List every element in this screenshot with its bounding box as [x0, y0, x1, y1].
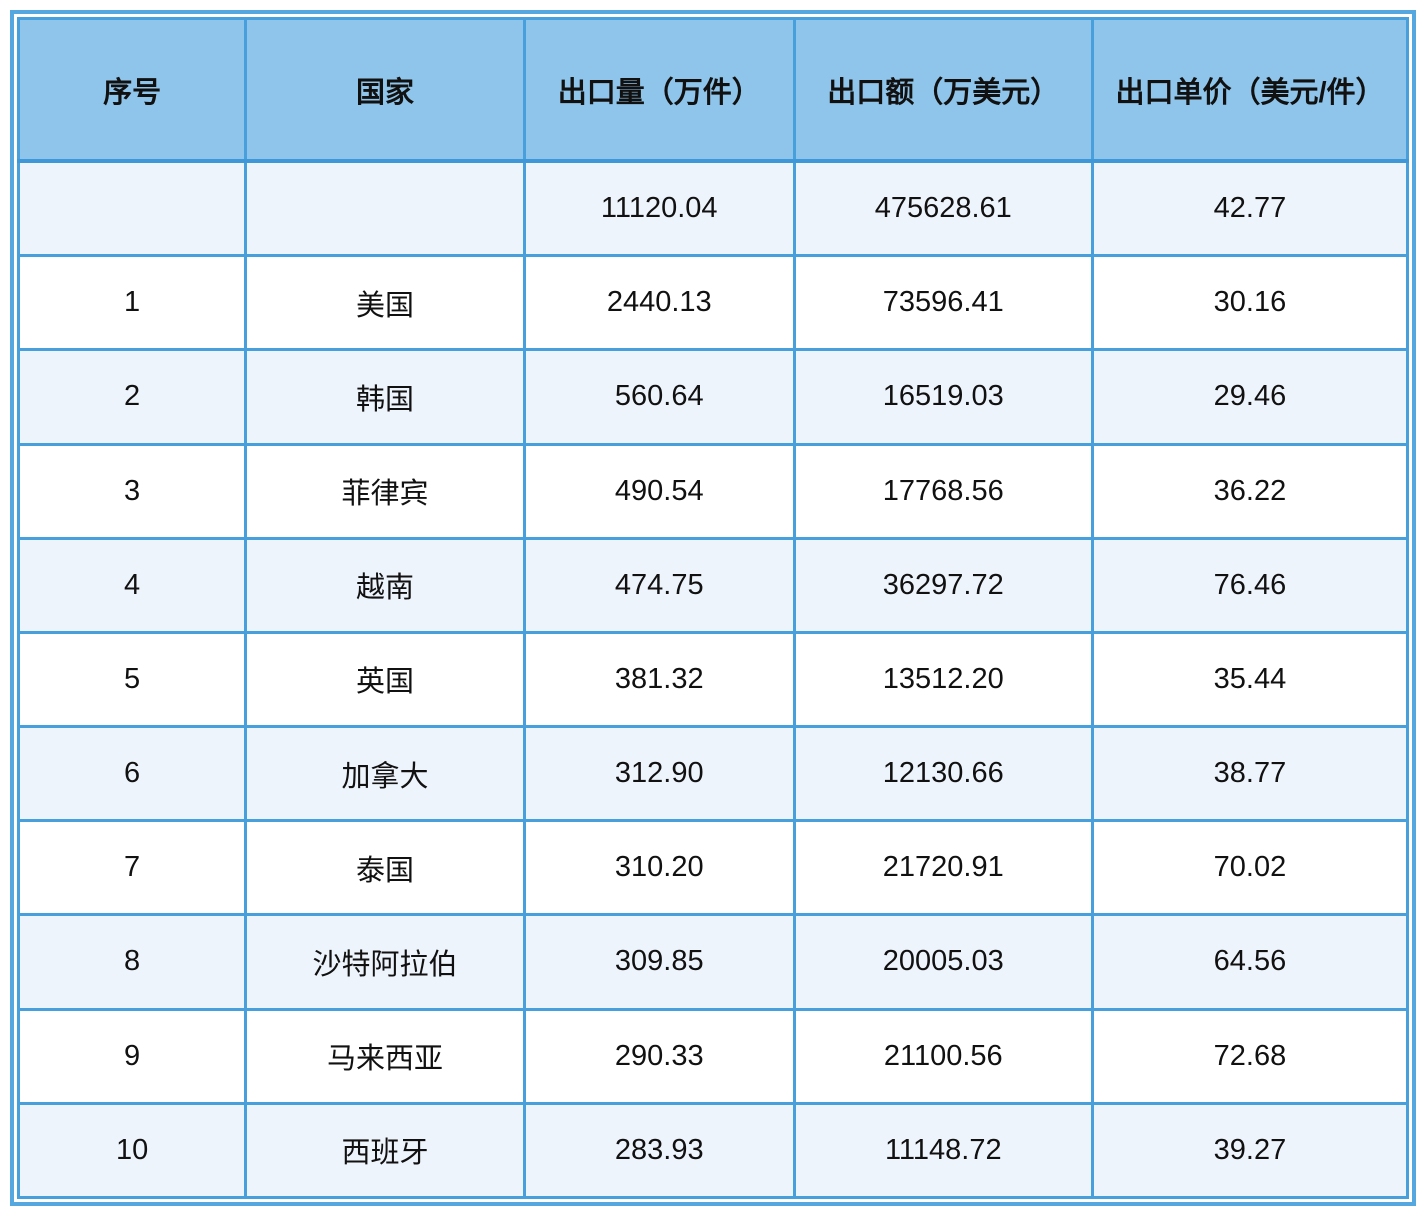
table-row: 10 西班牙 283.93 11148.72 39.27 — [16, 1101, 1410, 1200]
column-header-volume: 出口量（万件） — [522, 17, 796, 163]
table-row: 7 泰国 310.20 21720.91 70.02 — [16, 819, 1410, 917]
cell-index: 4 — [16, 536, 248, 634]
table-body: 11120.04 475628.61 42.77 1 美国 2440.13 73… — [16, 159, 1410, 1200]
cell-country: 越南 — [244, 536, 526, 634]
cell-value: 12130.66 — [792, 725, 1094, 823]
cell-index: 5 — [16, 630, 248, 729]
table-frame: 序号 国家 出口量（万件） 出口额（万美元） 出口单价（美元/件） 11120.… — [10, 10, 1416, 1206]
column-header-unit-price: 出口单价（美元/件） — [1090, 17, 1410, 163]
cell-country: 马来西亚 — [244, 1007, 526, 1105]
cell-value: 475628.61 — [792, 159, 1094, 258]
cell-value: 21720.91 — [792, 819, 1094, 917]
cell-volume: 490.54 — [522, 442, 796, 540]
cell-unit-price: 30.16 — [1090, 254, 1410, 352]
column-header-value: 出口额（万美元） — [792, 17, 1094, 163]
cell-index: 6 — [16, 725, 248, 823]
cell-volume: 310.20 — [522, 819, 796, 917]
cell-value: 20005.03 — [792, 913, 1094, 1011]
cell-country — [244, 159, 526, 258]
table-row: 6 加拿大 312.90 12130.66 38.77 — [16, 725, 1410, 823]
cell-unit-price: 70.02 — [1090, 819, 1410, 917]
table-row: 4 越南 474.75 36297.72 76.46 — [16, 536, 1410, 634]
cell-country: 英国 — [244, 630, 526, 729]
cell-country: 美国 — [244, 254, 526, 352]
header-row: 序号 国家 出口量（万件） 出口额（万美元） 出口单价（美元/件） — [16, 17, 1410, 163]
cell-value: 36297.72 — [792, 536, 1094, 634]
cell-unit-price: 42.77 — [1090, 159, 1410, 258]
cell-value: 11148.72 — [792, 1101, 1094, 1200]
cell-value: 73596.41 — [792, 254, 1094, 352]
cell-volume: 381.32 — [522, 630, 796, 729]
table-row: 1 美国 2440.13 73596.41 30.16 — [16, 254, 1410, 352]
cell-volume: 474.75 — [522, 536, 796, 634]
cell-volume: 290.33 — [522, 1007, 796, 1105]
cell-country: 菲律宾 — [244, 442, 526, 540]
table-row: 5 英国 381.32 13512.20 35.44 — [16, 630, 1410, 729]
cell-unit-price: 38.77 — [1090, 725, 1410, 823]
table-row: 3 菲律宾 490.54 17768.56 36.22 — [16, 442, 1410, 540]
cell-country: 泰国 — [244, 819, 526, 917]
cell-unit-price: 35.44 — [1090, 630, 1410, 729]
cell-index: 1 — [16, 254, 248, 352]
cell-index: 8 — [16, 913, 248, 1011]
cell-value: 13512.20 — [792, 630, 1094, 729]
column-header-index: 序号 — [16, 17, 248, 163]
cell-country: 加拿大 — [244, 725, 526, 823]
cell-unit-price: 29.46 — [1090, 348, 1410, 446]
cell-value: 21100.56 — [792, 1007, 1094, 1105]
table-row: 9 马来西亚 290.33 21100.56 72.68 — [16, 1007, 1410, 1105]
column-header-country: 国家 — [244, 17, 526, 163]
cell-unit-price: 64.56 — [1090, 913, 1410, 1011]
cell-volume: 560.64 — [522, 348, 796, 446]
cell-index: 3 — [16, 442, 248, 540]
table-row: 8 沙特阿拉伯 309.85 20005.03 64.56 — [16, 913, 1410, 1011]
cell-index — [16, 159, 248, 258]
cell-volume: 312.90 — [522, 725, 796, 823]
cell-index: 10 — [16, 1101, 248, 1200]
cell-unit-price: 39.27 — [1090, 1101, 1410, 1200]
cell-unit-price: 36.22 — [1090, 442, 1410, 540]
cell-volume: 309.85 — [522, 913, 796, 1011]
cell-value: 16519.03 — [792, 348, 1094, 446]
cell-unit-price: 76.46 — [1090, 536, 1410, 634]
cell-index: 2 — [16, 348, 248, 446]
cell-index: 7 — [16, 819, 248, 917]
cell-volume: 11120.04 — [522, 159, 796, 258]
cell-country: 韩国 — [244, 348, 526, 446]
cell-volume: 283.93 — [522, 1101, 796, 1200]
cell-country: 西班牙 — [244, 1101, 526, 1200]
cell-value: 17768.56 — [792, 442, 1094, 540]
cell-volume: 2440.13 — [522, 254, 796, 352]
cell-country: 沙特阿拉伯 — [244, 913, 526, 1011]
export-data-table: 序号 国家 出口量（万件） 出口额（万美元） 出口单价（美元/件） 11120.… — [16, 17, 1410, 1200]
table-header: 序号 国家 出口量（万件） 出口额（万美元） 出口单价（美元/件） — [16, 17, 1410, 163]
cell-index: 9 — [16, 1007, 248, 1105]
table-row: 2 韩国 560.64 16519.03 29.46 — [16, 348, 1410, 446]
table-row: 11120.04 475628.61 42.77 — [16, 159, 1410, 258]
cell-unit-price: 72.68 — [1090, 1007, 1410, 1105]
